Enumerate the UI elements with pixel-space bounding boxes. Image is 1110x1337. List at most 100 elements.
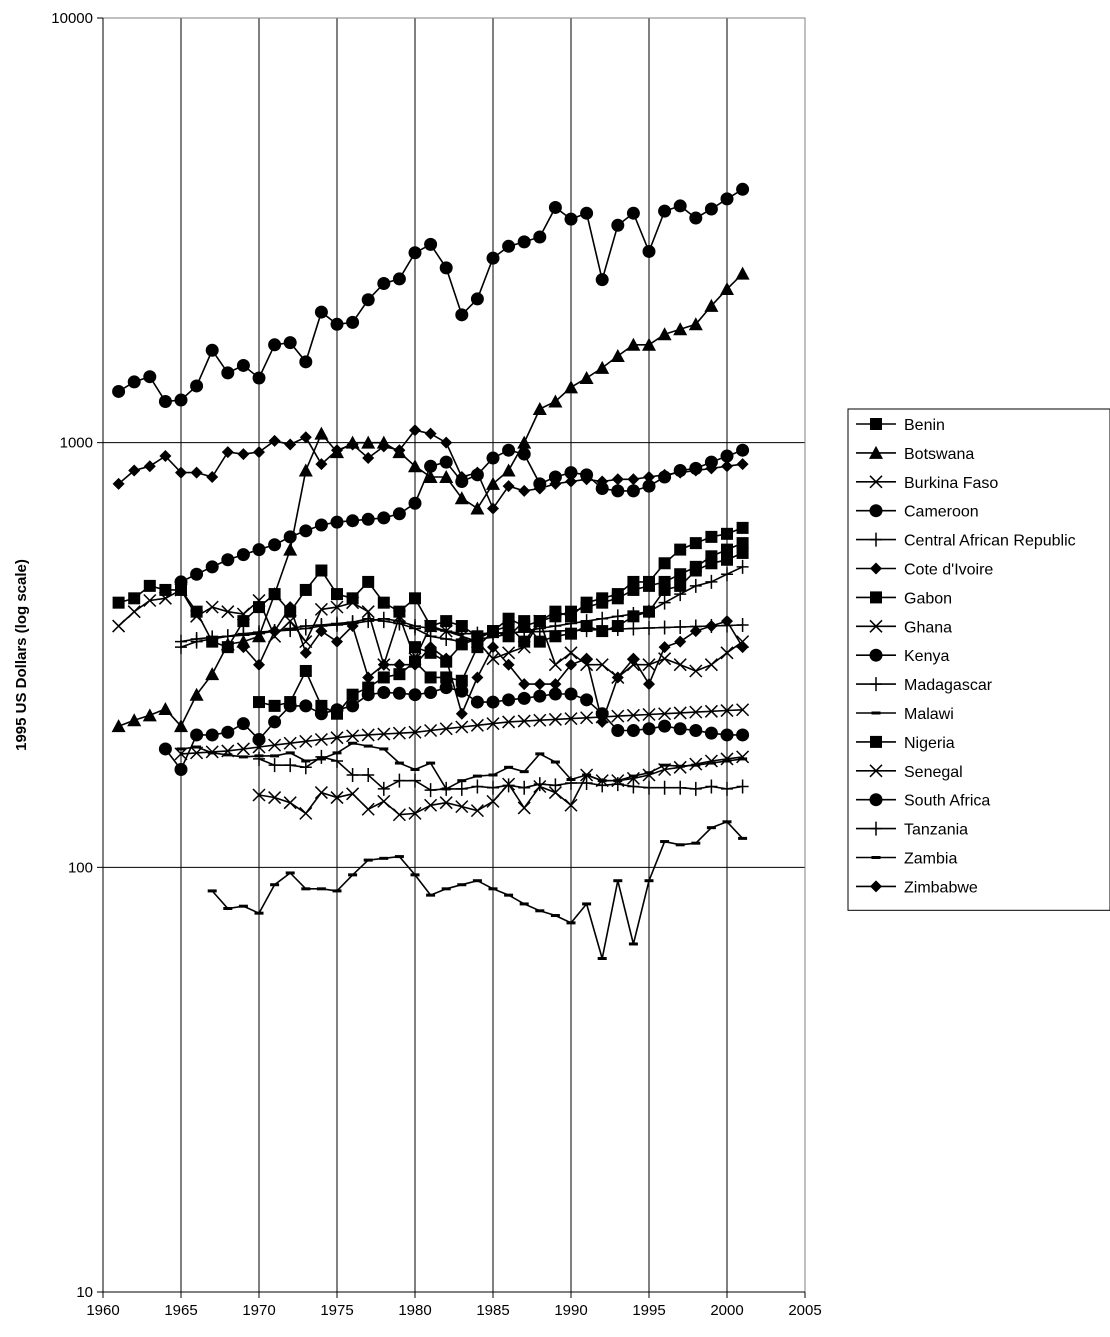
legend-marker-zambia xyxy=(871,856,881,859)
data-point-senegal xyxy=(455,800,469,814)
data-point-tanzania xyxy=(643,780,655,795)
data-point-senegal xyxy=(268,791,282,805)
data-point-zimbabwe xyxy=(331,635,343,648)
data-point-senegal xyxy=(548,786,562,800)
data-point-cote-d-ivoire xyxy=(175,466,187,479)
data-point-south-africa xyxy=(658,204,672,218)
data-point-south-africa xyxy=(439,261,453,275)
data-point-south-africa xyxy=(158,395,172,409)
x-tick-label: 2000 xyxy=(710,1302,743,1319)
legend-label: Kenya xyxy=(904,648,949,665)
data-point-cameroon xyxy=(595,481,609,495)
data-point-madagascar xyxy=(721,567,733,582)
data-point-zambia xyxy=(660,840,670,844)
legend-item-ghana: Ghana xyxy=(856,619,952,636)
plot-area xyxy=(102,17,806,1293)
legend-label: South Africa xyxy=(904,793,990,810)
data-point-malawi xyxy=(472,774,482,778)
data-point-malawi xyxy=(223,753,233,757)
data-point-zambia xyxy=(254,911,264,915)
legend-marker-senegal xyxy=(869,764,883,778)
data-point-malawi xyxy=(722,759,732,763)
data-point-zambia xyxy=(270,883,280,887)
data-point-cameroon xyxy=(642,479,656,493)
data-point-south-africa xyxy=(704,202,718,216)
data-point-zimbabwe xyxy=(377,658,390,671)
data-point-cameroon xyxy=(392,507,406,521)
data-point-zambia xyxy=(363,858,373,862)
data-point-south-africa xyxy=(720,192,734,206)
data-point-cote-d-ivoire xyxy=(565,475,577,488)
data-point-botswana xyxy=(454,491,469,505)
data-point-nigeria xyxy=(549,610,562,623)
data-point-botswana xyxy=(423,470,438,484)
data-point-senegal xyxy=(517,801,531,815)
data-point-zimbabwe xyxy=(643,678,655,691)
data-point-kenya xyxy=(486,695,500,709)
data-point-kenya xyxy=(299,699,313,713)
data-point-madagascar xyxy=(689,578,702,593)
data-point-zambia xyxy=(223,906,233,910)
data-point-botswana xyxy=(408,459,422,473)
data-point-senegal xyxy=(658,762,672,776)
y-tick-label: 100 xyxy=(68,859,93,876)
data-point-botswana xyxy=(501,463,516,477)
legend-marker-madagascar xyxy=(870,677,882,692)
data-point-central-african-republic xyxy=(611,622,624,637)
data-point-tanzania xyxy=(409,773,421,788)
data-point-tanzania xyxy=(736,779,749,794)
data-point-burkina-faso xyxy=(502,715,516,729)
data-point-south-africa xyxy=(252,371,266,385)
data-point-ghana xyxy=(595,658,609,672)
data-point-tanzania xyxy=(533,777,546,792)
data-point-gabon xyxy=(393,605,406,618)
data-point-burkina-faso xyxy=(486,717,500,731)
data-point-malawi xyxy=(550,760,560,764)
data-point-tanzania xyxy=(658,780,671,795)
data-point-kenya xyxy=(580,693,594,707)
data-point-zimbabwe xyxy=(705,620,718,633)
data-point-central-african-republic xyxy=(736,618,749,633)
data-point-cote-d-ivoire xyxy=(721,460,733,473)
data-point-zambia xyxy=(426,893,436,897)
data-point-cameroon xyxy=(361,512,375,526)
data-point-gabon xyxy=(112,596,125,609)
data-point-kenya xyxy=(268,715,282,729)
data-point-tanzania xyxy=(393,773,406,788)
legend-item-madagascar: Madagascar xyxy=(856,677,993,694)
data-point-gabon xyxy=(299,583,312,596)
legend-item-burkina-faso: Burkina Faso xyxy=(856,475,998,492)
data-point-zimbabwe xyxy=(393,658,406,671)
data-point-nigeria xyxy=(596,596,609,609)
legend-item-senegal: Senegal xyxy=(856,764,963,781)
data-point-cote-d-ivoire xyxy=(502,480,515,493)
data-point-zimbabwe xyxy=(689,625,702,638)
legend-marker-burkina-faso xyxy=(869,475,883,489)
data-point-kenya xyxy=(611,723,625,737)
data-point-burkina-faso xyxy=(330,731,344,745)
data-point-kenya xyxy=(470,695,484,709)
data-point-kenya xyxy=(455,684,469,698)
data-point-cameroon xyxy=(314,518,328,532)
data-point-south-africa xyxy=(642,244,656,258)
data-point-zambia xyxy=(301,887,311,891)
data-point-nigeria xyxy=(502,612,515,625)
data-point-gabon xyxy=(409,592,421,605)
data-point-zimbabwe xyxy=(471,671,484,684)
data-point-south-africa xyxy=(127,375,141,389)
data-point-gabon xyxy=(159,583,172,596)
data-point-gabon xyxy=(377,596,390,609)
data-point-south-africa xyxy=(112,384,126,398)
legend-label: Nigeria xyxy=(904,735,955,752)
legend-marker-tanzania xyxy=(870,821,882,836)
legend-item-botswana: Botswana xyxy=(856,445,974,463)
data-point-zimbabwe xyxy=(284,601,297,614)
data-point-tanzania xyxy=(253,751,265,766)
data-point-cameroon xyxy=(486,451,500,465)
data-point-cameroon xyxy=(408,496,422,510)
data-point-cameroon xyxy=(221,553,235,567)
data-point-zambia xyxy=(457,883,467,887)
data-point-south-africa xyxy=(408,246,422,260)
data-point-benin xyxy=(674,579,687,592)
data-point-madagascar xyxy=(596,611,609,626)
